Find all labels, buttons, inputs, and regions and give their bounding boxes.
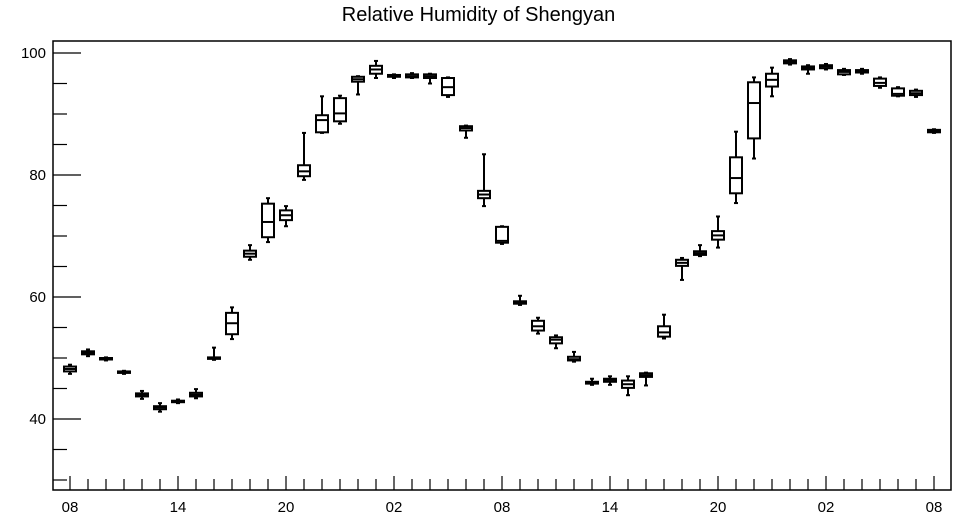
y-tick-label: 80 (29, 167, 46, 184)
box (891, 87, 905, 97)
x-tick-label: 14 (170, 499, 187, 516)
box (495, 225, 509, 244)
x-tick-label: 08 (926, 499, 943, 516)
x-tick-label: 02 (386, 499, 403, 516)
x-tick-label: 08 (62, 499, 79, 516)
chart-title: Relative Humidity of Shengyan (341, 4, 616, 26)
x-tick-label: 02 (818, 499, 835, 516)
y-tick-label: 60 (29, 289, 46, 306)
box (261, 202, 275, 239)
y-tick-label: 100 (21, 45, 46, 62)
x-tick-label: 20 (710, 499, 727, 516)
x-tick-label: 08 (494, 499, 511, 516)
box (747, 81, 761, 140)
box (315, 114, 329, 134)
y-tick-label: 40 (29, 411, 46, 428)
box (729, 156, 743, 195)
box (333, 97, 347, 123)
plot-frame (52, 40, 952, 491)
x-tick-label: 20 (278, 499, 295, 516)
x-tick-label: 14 (602, 499, 619, 516)
